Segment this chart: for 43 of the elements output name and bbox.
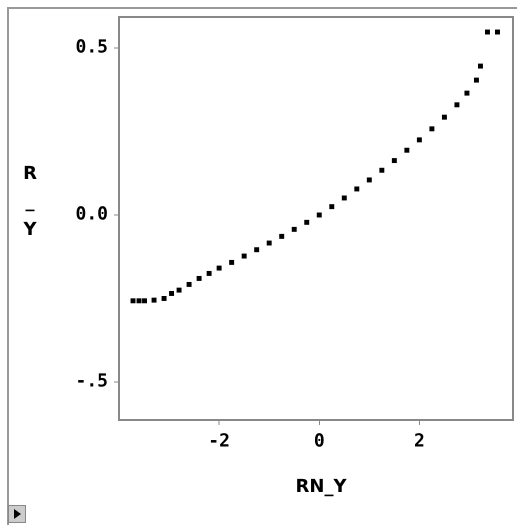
point — [484, 30, 490, 34]
point — [216, 266, 222, 271]
point — [404, 148, 410, 153]
point — [169, 290, 174, 296]
point — [474, 78, 479, 83]
point — [329, 204, 334, 210]
point — [162, 296, 167, 301]
point — [495, 30, 500, 34]
point — [176, 288, 182, 293]
point — [142, 298, 148, 304]
y-tick-label: -.5 — [75, 370, 108, 392]
point — [254, 247, 260, 252]
point — [366, 177, 372, 182]
point — [416, 137, 422, 142]
x-tick-label: 2 — [414, 430, 425, 452]
y-tick-label: 0.5 — [75, 36, 108, 58]
x-tick-label: -2 — [208, 430, 230, 452]
point — [196, 276, 202, 281]
y-tick-label: 0.0 — [75, 204, 108, 225]
point — [454, 102, 460, 108]
point — [266, 240, 272, 246]
point — [304, 220, 310, 225]
point — [464, 90, 470, 96]
point — [229, 260, 234, 265]
point — [379, 168, 384, 173]
x-axis-title: RN_Y — [294, 476, 348, 497]
y-axis-title: R_Y — [22, 162, 38, 242]
point — [316, 212, 322, 218]
point — [152, 298, 157, 303]
point — [206, 270, 212, 276]
point — [130, 298, 136, 304]
point — [478, 64, 483, 69]
point — [429, 126, 434, 132]
point — [342, 195, 347, 200]
x-tick-label: 0 — [314, 430, 325, 452]
point — [442, 114, 447, 120]
point — [392, 158, 397, 164]
point — [354, 186, 360, 192]
point — [292, 226, 297, 232]
point — [242, 254, 247, 259]
point — [136, 298, 142, 304]
point — [279, 234, 284, 239]
point — [186, 282, 192, 287]
